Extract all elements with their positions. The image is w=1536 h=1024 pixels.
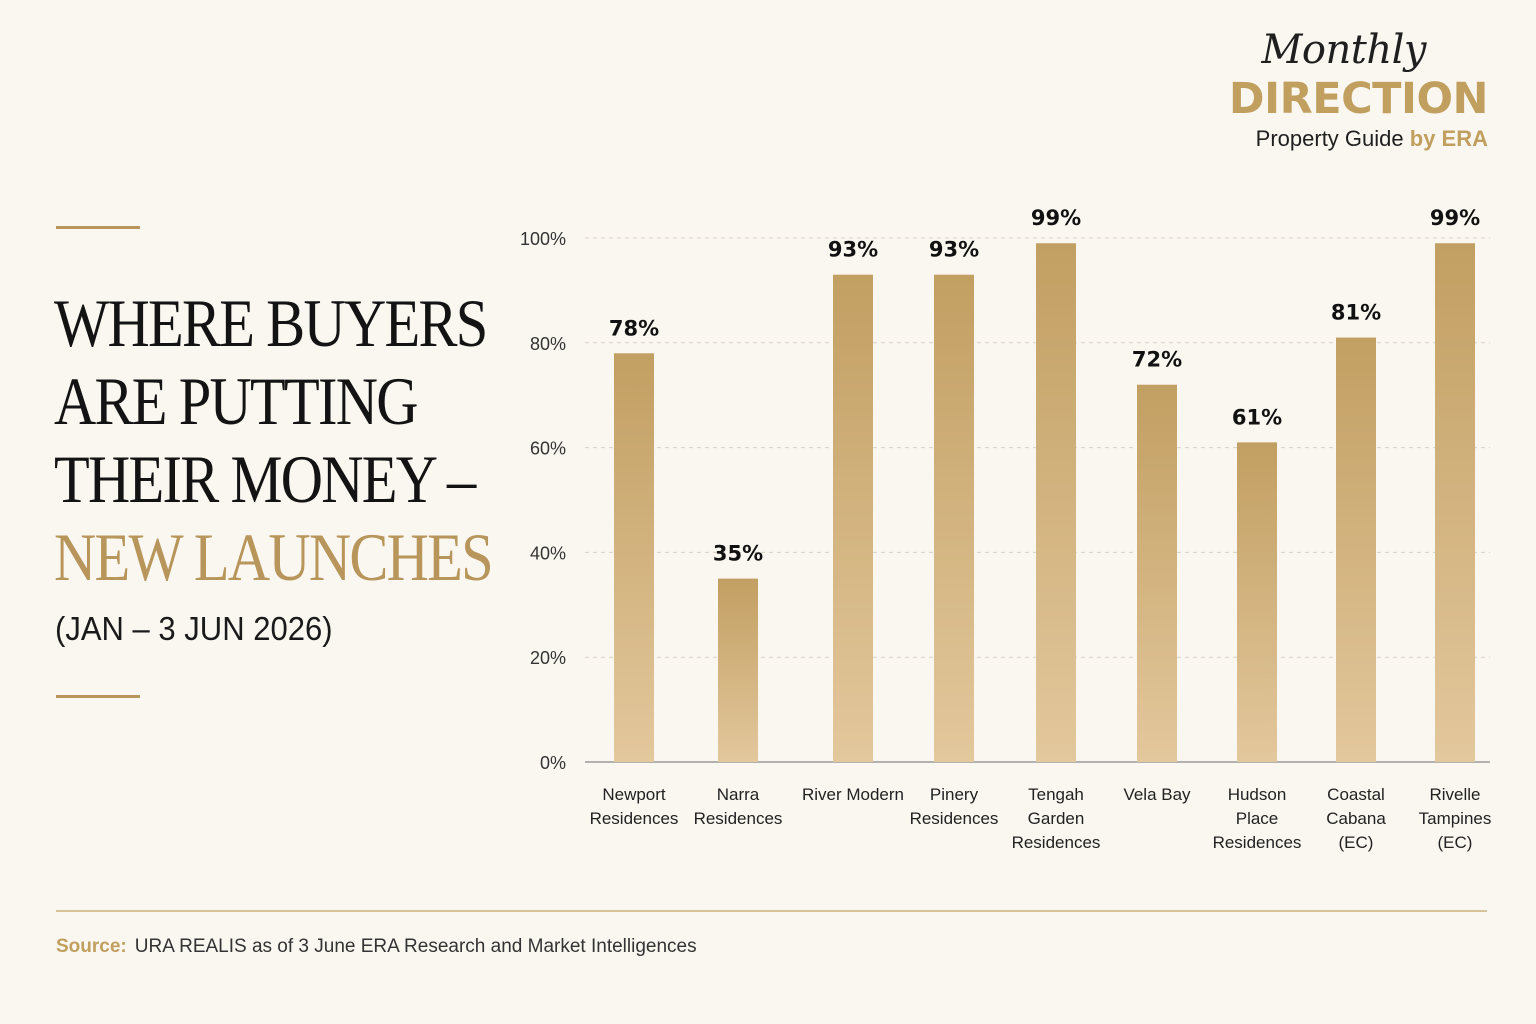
source-note: Source: URA REALIS as of 3 June ERA Resea… — [56, 936, 697, 958]
value-label: 99% — [1031, 206, 1081, 230]
x-tick-label: Residences — [694, 809, 783, 828]
x-tick-label: Residences — [910, 809, 999, 828]
y-tick-label: 20% — [530, 648, 566, 668]
value-label: 35% — [713, 542, 763, 566]
x-tick-label: Residences — [1012, 833, 1101, 852]
value-label: 72% — [1132, 348, 1182, 372]
title-accent: NEW LAUNCHES — [54, 519, 494, 595]
bar — [614, 353, 654, 762]
x-tick-label: Hudson — [1228, 785, 1287, 804]
value-label: 93% — [929, 238, 979, 262]
source-label: Source: — [56, 936, 127, 957]
source-text: URA REALIS as of 3 June ERA Research and… — [134, 936, 697, 957]
date-range-subtitle: (JAN – 3 JUN 2026) — [55, 610, 333, 647]
bar — [1336, 337, 1376, 762]
bar — [833, 274, 873, 762]
x-tick-label: Narra — [717, 785, 760, 804]
value-label: 99% — [1430, 206, 1480, 230]
value-labels: 78% 35% 93% 93% 99% 72% 61% 81% 99% — [609, 206, 1480, 565]
y-tick-label: 100% — [520, 229, 566, 249]
x-tick-label: (EC) — [1339, 833, 1374, 852]
x-tick-label: Rivelle — [1429, 785, 1480, 804]
footer-divider — [56, 910, 1487, 912]
x-tick-label: Pinery — [930, 785, 979, 804]
bars — [614, 243, 1475, 763]
x-tick-label: Vela Bay — [1123, 785, 1191, 804]
brand-sub-text: Property Guide — [1255, 126, 1404, 151]
bar — [718, 578, 758, 762]
title-line-2: ARE PUTTING — [54, 363, 419, 439]
title-rule-top — [56, 226, 140, 229]
y-tick-label: 40% — [530, 543, 566, 563]
x-axis-ticks: Newport Residences Narra Residences River Mo… — [590, 785, 1492, 852]
x-tick-label: Cabana — [1326, 809, 1386, 828]
title-rule-bottom — [56, 695, 140, 698]
x-tick-label: Residences — [590, 809, 679, 828]
bar — [934, 274, 974, 762]
value-label: 93% — [828, 238, 878, 262]
y-tick-label: 60% — [530, 439, 566, 459]
brand-logo: Monthly DIRECTION Property Guide by ERA — [1228, 26, 1489, 154]
brand-sub: Property Guide by ERA — [1228, 124, 1488, 154]
x-tick-label: Newport — [602, 785, 666, 804]
bar — [1036, 243, 1076, 763]
brand-by: by ERA — [1409, 126, 1488, 151]
y-axis-ticks: 0% 20% 40% 60% 80% 100% — [520, 229, 566, 773]
title-line-3: THEIR MONEY – — [54, 441, 476, 517]
y-tick-label: 0% — [540, 753, 566, 773]
brand-script: Monthly — [1261, 27, 1426, 73]
x-tick-label: Tengah — [1028, 785, 1084, 804]
bar — [1435, 243, 1475, 763]
value-label: 81% — [1331, 301, 1381, 325]
bar — [1137, 384, 1177, 762]
x-tick-label: (EC) — [1438, 833, 1473, 852]
title-line-1: WHERE BUYERS — [54, 285, 488, 361]
value-label: 78% — [609, 316, 659, 340]
bar-chart: 0% 20% 40% 60% 80% 100% 78% 35% 93% 93% 99% 72% 61%… — [520, 206, 1492, 852]
brand-main: DIRECTION — [1228, 74, 1489, 124]
bar — [1237, 442, 1277, 762]
page-title: WHERE BUYERS ARE PUTTING THEIR MONEY – N… — [54, 284, 494, 596]
x-tick-label: Garden — [1028, 809, 1085, 828]
x-tick-label: Place — [1236, 809, 1279, 828]
value-label: 61% — [1232, 405, 1282, 429]
x-tick-label: Tampines — [1419, 809, 1492, 828]
y-tick-label: 80% — [530, 334, 566, 354]
x-tick-label: River Modern — [802, 785, 904, 804]
x-tick-label: Residences — [1213, 833, 1302, 852]
x-tick-label: Coastal — [1327, 785, 1385, 804]
